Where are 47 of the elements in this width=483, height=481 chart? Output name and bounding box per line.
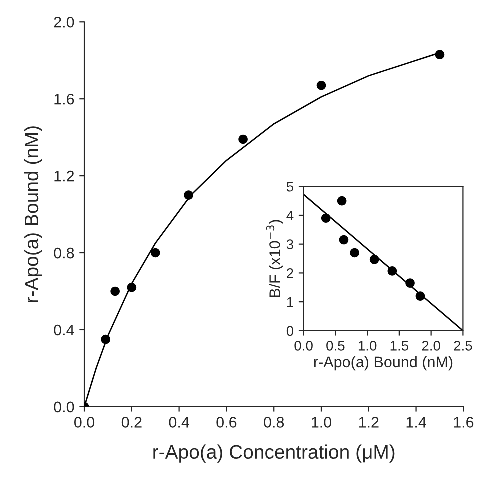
y-tick-label: 2	[287, 268, 294, 278]
x-tick-label: 1.5	[390, 341, 409, 351]
y-axis-title: B/F (x10$^{−3}$)	[266, 220, 284, 298]
x-tick-label: 0.8	[264, 417, 284, 428]
point	[388, 266, 398, 276]
point	[416, 292, 426, 301]
x-tick-label: 1.0	[358, 341, 377, 351]
x-tick-label: 0.0	[294, 341, 313, 351]
point	[321, 214, 331, 224]
y-tick-label: 0.8	[54, 248, 74, 259]
point	[339, 235, 349, 245]
y-tick-label: 1.2	[54, 170, 74, 182]
y-tick-label: 2.0	[54, 16, 74, 28]
y-tick-label: 0.0	[54, 402, 74, 413]
x-tick-label: 1.2	[359, 417, 379, 428]
y-tick-label: 5	[286, 182, 294, 192]
x-tick-label: 0.6	[216, 417, 237, 428]
x-tick-label: 0.0	[74, 417, 95, 428]
y-tick-label: 1	[287, 298, 294, 308]
point	[316, 80, 326, 90]
point	[127, 282, 137, 292]
x-tick-label: 2.0	[422, 341, 440, 351]
x-tick-label: 1.4	[406, 417, 426, 428]
point	[110, 286, 120, 296]
x-tick-label: 0.2	[122, 417, 142, 428]
x-tick-label: 2.5	[454, 341, 472, 351]
y-tick-label: 4	[286, 210, 294, 221]
y-axis-title: r-Apo(a) Bound (nM)	[24, 126, 42, 302]
y-tick-label: 1.6	[54, 94, 74, 105]
point	[350, 248, 360, 258]
y-tick-label: 0	[286, 326, 294, 336]
point	[370, 254, 380, 264]
point	[150, 248, 160, 258]
point	[184, 190, 194, 200]
x-axis-title: r-Apo(a) Bound (nM)	[314, 356, 453, 371]
x-tick-label: 1.6	[454, 417, 474, 428]
x-tick-label: 0.5	[326, 341, 345, 351]
y-tick-label: 0.4	[54, 324, 74, 336]
y-tick-label: 3	[286, 240, 294, 250]
x-tick-label: 1.0	[312, 417, 332, 428]
point	[337, 196, 347, 206]
point	[101, 334, 111, 344]
point	[435, 50, 445, 60]
point	[238, 134, 248, 144]
x-axis-title: r-Apo(a) Concentration (μM)	[154, 444, 395, 463]
point	[406, 278, 415, 288]
x-tick-label: 0.4	[169, 417, 190, 428]
